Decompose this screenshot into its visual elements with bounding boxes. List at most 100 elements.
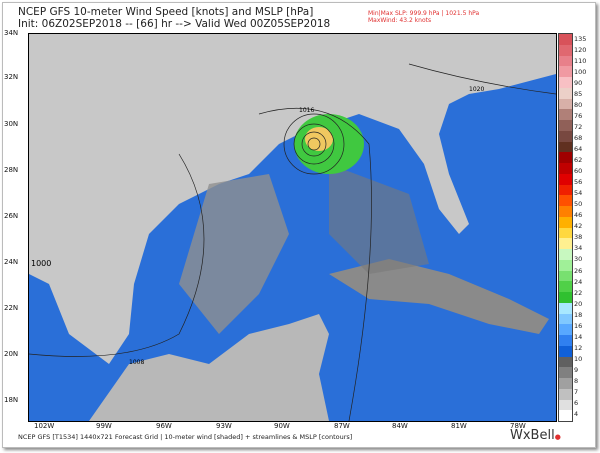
colorbar-swatch: [559, 399, 572, 411]
colorbar-swatch: [559, 98, 572, 110]
colorbar-label: 80: [574, 100, 583, 109]
colorbar-labels: 135 120 110 100 90 85 80 76 72 68 64 62 60 56 54 50 46 42…: [574, 33, 586, 420]
colorbar-label: 46: [574, 211, 583, 220]
lat-label: 18N: [4, 396, 19, 404]
colorbar-label: 7: [574, 388, 579, 397]
lon-label: 84W: [392, 422, 408, 430]
contour-label: 1020: [469, 86, 484, 93]
colorbar-swatch: [559, 313, 572, 325]
lon-label: 81W: [451, 422, 467, 430]
colorbar-label: 26: [574, 266, 583, 275]
map-title: NCEP GFS 10-meter Wind Speed [knots] and…: [18, 6, 331, 30]
colorbar-label: 56: [574, 178, 583, 187]
colorbar-swatch: [559, 66, 572, 77]
colorbar-label: 50: [574, 200, 583, 209]
colorbar-swatch: [559, 249, 572, 260]
colorbar-label: 24: [574, 277, 583, 286]
colorbar-label: 54: [574, 189, 583, 198]
colorbar-label: 72: [574, 122, 583, 131]
colorbar-swatch: [559, 378, 572, 389]
colorbar-swatch: [559, 184, 572, 196]
colorbar-label: 76: [574, 111, 583, 120]
lon-label: 99W: [96, 422, 112, 430]
colorbar-swatch: [559, 388, 572, 400]
colorbar-label: 135: [574, 34, 587, 43]
wxbell-logo: WxBell●: [510, 428, 561, 443]
colorbar-swatch: [559, 238, 572, 249]
colorbar-label: 110: [574, 56, 587, 65]
lon-label: 93W: [216, 422, 232, 430]
lat-label: 32N: [4, 73, 19, 81]
colorbar-label: 12: [574, 343, 583, 352]
colorbar-swatch: [559, 44, 572, 56]
land-cuba: [329, 259, 549, 334]
colorbar-swatch: [559, 206, 572, 217]
colorbar-swatch: [559, 270, 572, 282]
colorbar-swatch: [559, 34, 572, 45]
colorbar-swatch: [559, 356, 572, 368]
colorbar-label: 38: [574, 233, 583, 242]
colorbar-swatch: [559, 55, 572, 67]
lat-label: 28N: [4, 166, 19, 174]
colorbar-swatch: [559, 141, 572, 153]
lon-label: 87W: [334, 422, 350, 430]
colorbar-swatch: [559, 152, 572, 163]
colorbar-label: 18: [574, 310, 583, 319]
lon-label: 78W: [510, 422, 526, 430]
colorbar-swatch: [559, 130, 572, 142]
gulf-shading-2: [329, 164, 429, 274]
stats: Min|Max SLP: 999.9 hPa | 1021.5 hPa MaxWi…: [368, 10, 480, 24]
colorbar-label: 64: [574, 144, 583, 153]
colorbar-swatch: [559, 281, 572, 292]
colorbar-swatch: [559, 345, 572, 357]
colorbar-label: 22: [574, 288, 583, 297]
colorbar-label: 30: [574, 255, 583, 264]
colorbar-label: 8: [574, 376, 579, 385]
lat-label: 34N: [4, 29, 19, 37]
colorbar-label: 85: [574, 89, 583, 98]
pressure-contours: [28, 63, 557, 422]
colorbar-label: 100: [574, 67, 587, 76]
colorbar-label: 90: [574, 78, 583, 87]
lon-label: 90W: [274, 422, 290, 430]
colorbar-swatch: [559, 87, 572, 99]
colorbar-swatch: [559, 367, 572, 378]
colorbar-label: 6: [574, 399, 579, 408]
colorbar-swatch: [559, 335, 572, 346]
colorbar-swatch: [559, 163, 572, 174]
colorbar-label: 34: [574, 244, 583, 253]
colorbar-label: 9: [574, 365, 579, 374]
colorbar-swatch: [559, 109, 572, 120]
colorbar-swatch: [559, 216, 572, 228]
colorbar-label: 68: [574, 133, 583, 142]
lat-label: 24N: [4, 258, 19, 266]
colorbar-swatch: [559, 324, 572, 335]
colorbar-swatch: [559, 120, 572, 131]
colorbar: [558, 33, 573, 422]
colorbar-label: 120: [574, 45, 587, 54]
colorbar-swatch: [559, 227, 572, 239]
lat-label: 26N: [4, 212, 19, 220]
lat-label: 20N: [4, 350, 19, 358]
lat-label: 22N: [4, 304, 19, 312]
contour-label: 1000: [31, 259, 51, 268]
colorbar-swatch: [559, 77, 572, 88]
colorbar-swatch: [559, 259, 572, 271]
colorbar-label: 42: [574, 222, 583, 231]
footer-caption: NCEP GFS [T1534] 1440x721 Forecast Grid …: [18, 433, 353, 441]
colorbar-swatch: [559, 302, 572, 314]
colorbar-swatch: [559, 410, 572, 421]
contour-label: 1008: [129, 359, 144, 366]
lon-label: 96W: [156, 422, 172, 430]
colorbar-swatch: [559, 173, 572, 185]
lat-label: 30N: [4, 120, 19, 128]
colorbar-swatch: [559, 292, 572, 303]
colorbar-label: 10: [574, 354, 583, 363]
colorbar-label: 60: [574, 167, 583, 176]
colorbar-label: 16: [574, 321, 583, 330]
colorbar-label: 4: [574, 410, 579, 419]
wind-map: 1016 1020 1008 1000: [28, 33, 557, 422]
gulf-shading: [179, 174, 289, 334]
colorbar-label: 62: [574, 156, 583, 165]
colorbar-label: 20: [574, 299, 583, 308]
